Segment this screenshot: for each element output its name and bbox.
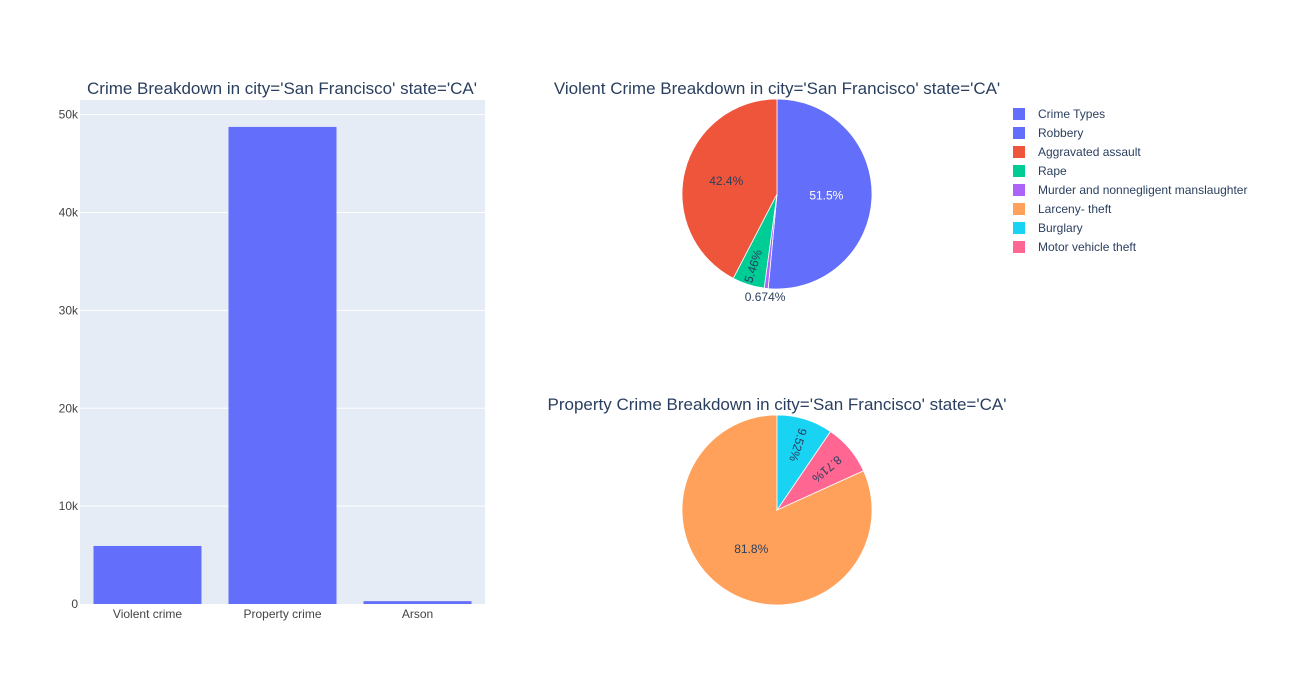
legend: Crime Types Robbery Aggravated assault Rape… xyxy=(1013,107,1247,254)
pie-slice-label: 42.4% xyxy=(709,174,743,188)
property-pie-chart: 81.8%8.71%9.52% Property Crime Breakdown… xyxy=(548,395,1007,606)
legend-swatch xyxy=(1013,165,1025,177)
legend-swatch xyxy=(1013,241,1025,253)
pie-slice-label: 0.674% xyxy=(745,290,786,304)
legend-item[interactable]: Crime Types xyxy=(1013,107,1105,121)
legend-label: Larceny- theft xyxy=(1038,202,1112,216)
bar-series xyxy=(93,126,472,604)
violent-pie-title: Violent Crime Breakdown in city='San Fra… xyxy=(554,79,1000,98)
legend-item[interactable]: Larceny- theft xyxy=(1013,202,1112,216)
pie-slice xyxy=(776,414,832,512)
legend-item[interactable]: Rape xyxy=(1013,164,1067,178)
x-tick-label: Property crime xyxy=(243,607,321,621)
legend-label: Aggravated assault xyxy=(1038,145,1141,159)
legend-label: Burglary xyxy=(1038,221,1083,235)
legend-swatch xyxy=(1013,127,1025,139)
violent-pie-chart: 51.5%0.674%5.46%42.4% Violent Crime Brea… xyxy=(554,79,1000,304)
bar-chart: 0 10k 20k 30k 40k 50k Violent crime Property c… xyxy=(59,79,485,621)
pie-slice xyxy=(681,414,873,606)
property-pie-slices xyxy=(681,414,873,606)
legend-label: Crime Types xyxy=(1038,107,1105,121)
pie-slice xyxy=(767,98,873,290)
pie-slice-label: 51.5% xyxy=(809,188,843,202)
bar xyxy=(228,126,337,604)
bar-chart-title: Crime Breakdown in city='San Francisco' … xyxy=(87,79,477,98)
x-tick-label: Violent crime xyxy=(113,607,182,621)
y-tick-label: 20k xyxy=(59,401,79,415)
y-axis-ticks: 0 10k 20k 30k 40k 50k xyxy=(59,108,79,611)
legend-label: Robbery xyxy=(1038,126,1083,140)
legend-label: Motor vehicle theft xyxy=(1038,240,1137,254)
legend-item[interactable]: Motor vehicle theft xyxy=(1013,240,1137,254)
legend-label: Murder and nonnegligent manslaughter xyxy=(1038,183,1247,197)
x-axis-ticks: Violent crime Property crime Arson xyxy=(113,607,433,621)
property-pie-title: Property Crime Breakdown in city='San Fr… xyxy=(548,395,1007,414)
y-tick-label: 30k xyxy=(59,303,79,317)
legend-item[interactable]: Burglary xyxy=(1013,221,1083,235)
bar xyxy=(363,601,472,604)
pie-slice xyxy=(681,98,778,279)
legend-swatch xyxy=(1013,222,1025,234)
y-tick-label: 10k xyxy=(59,499,79,513)
legend-swatch xyxy=(1013,184,1025,196)
legend-swatch xyxy=(1013,203,1025,215)
legend-label: Rape xyxy=(1038,164,1067,178)
y-tick-label: 40k xyxy=(59,206,79,220)
pie-slice-label: 81.8% xyxy=(734,542,768,556)
legend-item[interactable]: Murder and nonnegligent manslaughter xyxy=(1013,183,1247,197)
y-tick-label: 0 xyxy=(71,597,78,611)
legend-item[interactable]: Robbery xyxy=(1013,126,1083,140)
y-tick-label: 50k xyxy=(59,108,79,122)
violent-pie-slices xyxy=(681,98,873,290)
legend-swatch xyxy=(1013,108,1025,120)
legend-item[interactable]: Aggravated assault xyxy=(1013,145,1141,159)
legend-swatch xyxy=(1013,146,1025,158)
bar xyxy=(93,545,202,604)
x-tick-label: Arson xyxy=(402,607,433,621)
